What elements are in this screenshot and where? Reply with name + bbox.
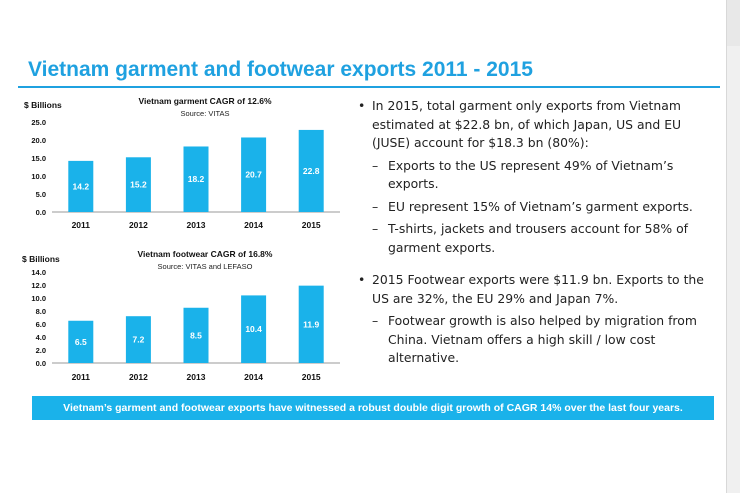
dash-marker: – xyxy=(372,157,379,173)
bullet-garment: In 2015, total garment only exports from… xyxy=(358,97,718,153)
y-tick-label: 5.0 xyxy=(36,190,46,199)
x-tick-label: 2012 xyxy=(129,220,148,230)
data-label: 22.8 xyxy=(303,166,320,176)
data-label: 11.9 xyxy=(303,319,319,329)
title-underline xyxy=(18,86,720,88)
y-tick-label: 12.0 xyxy=(31,281,46,290)
y-tick-label: 8.0 xyxy=(36,307,46,316)
sub-bullet-text: T-shirts, jackets and trousers account f… xyxy=(388,221,689,255)
sub-bullet-us-share: – Exports to the US represent 49% of Vie… xyxy=(358,157,718,194)
y-tick-label: 10.0 xyxy=(31,172,46,181)
charts-area: $ Billions Vietnam garment CAGR of 12.6% S… xyxy=(22,96,340,382)
summary-banner: Vietnam’s garment and footwear exports h… xyxy=(32,396,714,420)
bar-2013 xyxy=(183,307,209,363)
corner-block xyxy=(727,0,740,46)
sub-bullet-text: Footwear growth is also helped by migrat… xyxy=(388,313,697,365)
chart-title: Vietnam footwear CAGR of 16.8% xyxy=(138,249,273,259)
bar-2014 xyxy=(241,137,267,212)
bar-2015 xyxy=(298,129,324,212)
y-tick-label: 0.0 xyxy=(36,359,46,368)
data-label: 20.7 xyxy=(245,170,262,180)
dash-marker: – xyxy=(372,198,379,214)
y-tick-label: 14.0 xyxy=(31,268,46,277)
data-label: 15.2 xyxy=(130,180,147,190)
data-label: 7.2 xyxy=(132,335,144,345)
y-axis-label: $ Billions xyxy=(24,100,62,110)
y-tick-label: 4.0 xyxy=(36,333,46,342)
x-tick-label: 2013 xyxy=(187,372,206,382)
sub-bullet-product-mix: – T-shirts, jackets and trousers account… xyxy=(358,220,718,257)
x-tick-label: 2015 xyxy=(302,372,321,382)
y-axis-label: $ Billions xyxy=(22,254,60,264)
data-label: 6.5 xyxy=(75,337,87,347)
y-tick-label: 2.0 xyxy=(36,346,46,355)
chart-source: Source: VITAS and LEFASO xyxy=(158,262,253,271)
y-tick-label: 15.0 xyxy=(31,154,46,163)
sub-bullet-footwear-growth: – Footwear growth is also helped by migr… xyxy=(358,312,718,368)
data-label: 8.5 xyxy=(190,330,202,340)
bullet-footwear: 2015 Footwear exports were $11.9 bn. Exp… xyxy=(358,271,718,308)
data-label: 10.4 xyxy=(245,324,262,334)
top-bar xyxy=(0,0,727,19)
page-title: Vietnam garment and footwear exports 201… xyxy=(28,58,533,81)
bar-2014 xyxy=(241,295,267,363)
y-tick-label: 25.0 xyxy=(31,118,46,127)
x-tick-label: 2013 xyxy=(187,220,206,230)
bar-2012 xyxy=(125,157,151,212)
x-tick-label: 2011 xyxy=(72,220,91,230)
y-tick-label: 0.0 xyxy=(36,208,46,217)
bullet-list: In 2015, total garment only exports from… xyxy=(358,97,718,368)
bar-2015 xyxy=(298,285,324,363)
sub-bullet-eu-share: – EU represent 15% of Vietnam’s garment … xyxy=(358,198,718,217)
x-tick-label: 2012 xyxy=(129,372,148,382)
y-tick-label: 10.0 xyxy=(31,294,46,303)
data-label: 14.2 xyxy=(73,181,90,191)
dash-marker: – xyxy=(372,313,379,328)
data-label: 18.2 xyxy=(188,174,205,184)
x-tick-label: 2014 xyxy=(244,220,263,230)
y-tick-label: 6.0 xyxy=(36,320,46,329)
x-tick-label: 2015 xyxy=(302,220,321,230)
right-edge-strip xyxy=(726,0,740,493)
dash-marker: – xyxy=(372,221,379,236)
chart-source: Source: VITAS xyxy=(180,109,229,118)
bar-2011 xyxy=(68,160,94,212)
bar-2013 xyxy=(183,146,209,212)
sub-bullet-text: EU represent 15% of Vietnam’s garment ex… xyxy=(388,198,693,214)
y-tick-label: 20.0 xyxy=(31,136,46,145)
x-tick-label: 2011 xyxy=(72,372,91,382)
bar-2011 xyxy=(68,320,94,363)
sub-bullet-text: Exports to the US represent 49% of Vietn… xyxy=(388,157,674,192)
x-tick-label: 2014 xyxy=(244,372,263,382)
chart-title: Vietnam garment CAGR of 12.6% xyxy=(138,96,271,106)
bar-2012 xyxy=(125,316,151,363)
